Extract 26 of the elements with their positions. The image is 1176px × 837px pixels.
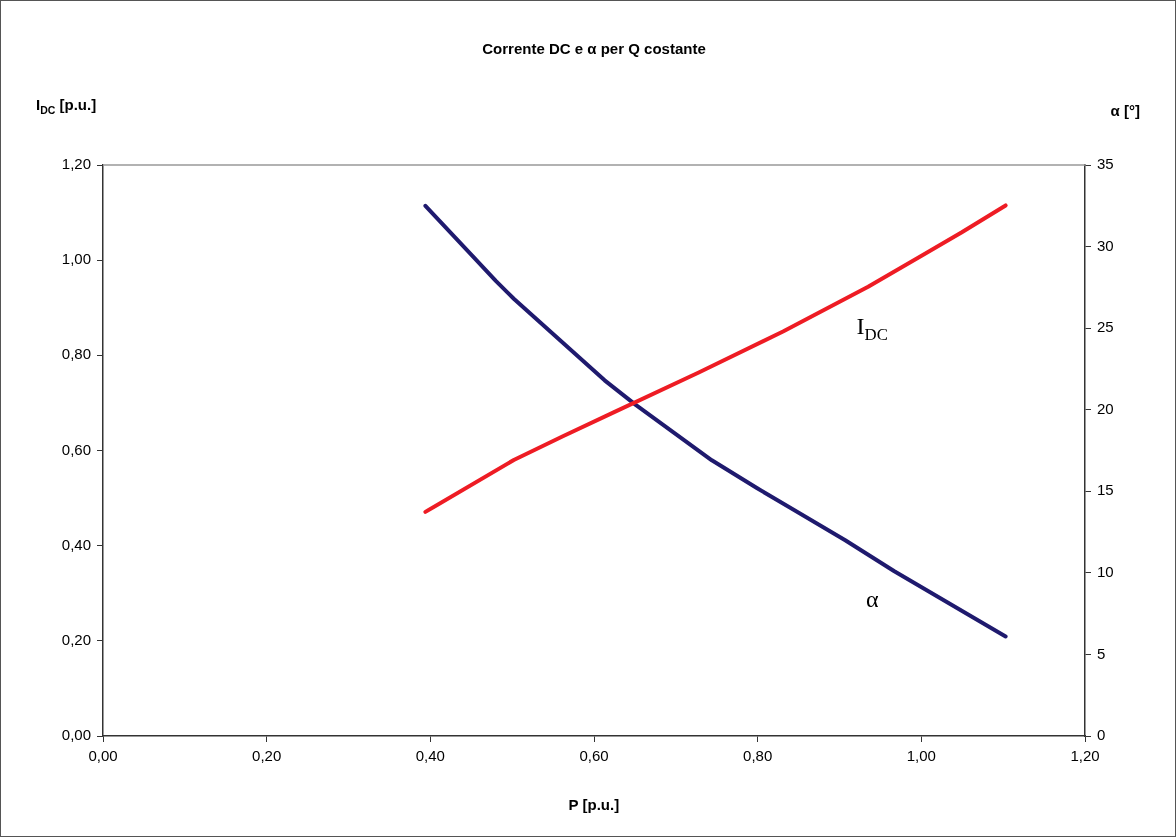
annotation: α (865, 586, 879, 613)
y-tick-label: 1,20 (61, 155, 91, 173)
y2-tick-label: 20 (1097, 399, 1114, 417)
y-tick-label: 1,00 (61, 250, 91, 268)
y-tick-label: 0,40 (61, 535, 91, 553)
x-tick-label: 0,40 (415, 747, 445, 765)
y2-tick-label: 5 (1097, 644, 1106, 662)
x-tick-label: 0,20 (252, 747, 282, 765)
x-tick-label: 0,00 (88, 747, 118, 765)
y2-tick-label: 35 (1097, 155, 1114, 173)
x-tick-label: 0,80 (743, 747, 773, 765)
x-tick-label: 1,20 (1070, 747, 1100, 765)
x-tick-label: 0,60 (579, 747, 609, 765)
x-tick-label: 1,00 (906, 747, 936, 765)
y2-tick-label: 15 (1097, 481, 1114, 499)
y-tick-label: 0,60 (61, 440, 91, 458)
y-tick-label: 0,80 (61, 345, 91, 363)
y2-tick-label: 0 (1097, 726, 1106, 744)
x-axis-title: P [p.u.] (568, 796, 620, 813)
y-tick-label: 0,00 (61, 726, 91, 744)
y2-tick-label: 30 (1097, 236, 1114, 254)
y2-tick-label: 25 (1097, 318, 1114, 336)
chart-title: Corrente DC e α per Q costante (482, 40, 706, 57)
y2-axis-title: α [°] (1110, 102, 1141, 119)
y-tick-label: 0,20 (61, 630, 91, 648)
y2-tick-label: 10 (1097, 563, 1114, 580)
